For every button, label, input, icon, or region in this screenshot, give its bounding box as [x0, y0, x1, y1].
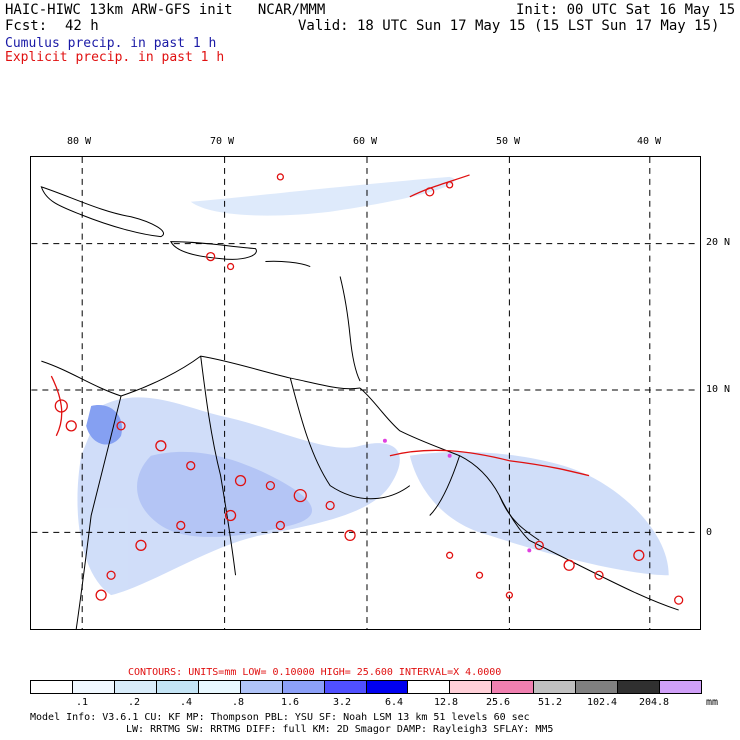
- valid-time: Valid: 18 UTC Sun 17 May 15 (15 LST Sun …: [298, 18, 720, 34]
- coastlines: [40, 186, 679, 629]
- colorbar-label: 51.2: [537, 697, 563, 708]
- lat-label-10n: 10 N: [706, 384, 731, 395]
- lon-label-40w: 40 W: [637, 136, 662, 147]
- lon-label-80w: 80 W: [67, 136, 92, 147]
- model-info-line2: LW: RRTMG SW: RRTMG DIFF: full KM: 2D Sm…: [126, 724, 554, 735]
- forecast-label: Fcst:: [5, 18, 48, 34]
- colorbar-segment: [324, 681, 367, 693]
- colorbar-segment: [240, 681, 283, 693]
- cumulus-precip-areas: [77, 176, 669, 596]
- init-time: Init: 00 UTC Sat 16 May 15: [516, 2, 736, 18]
- colorbar-unit: mm: [705, 697, 719, 708]
- colorbar-segment: [31, 681, 73, 693]
- cumulus-legend: Cumulus precip. in past 1 h: [5, 36, 217, 51]
- colorbar: [30, 680, 702, 694]
- colorbar-segment: [660, 681, 701, 693]
- colorbar-segment: [72, 681, 115, 693]
- colorbar-segment: [366, 681, 409, 693]
- colorbar-label: 204.8: [638, 697, 670, 708]
- colorbar-label: 25.6: [485, 697, 511, 708]
- latlon-grid: [31, 157, 700, 629]
- lat-label-0: 0: [706, 527, 713, 538]
- colorbar-segment: [282, 681, 325, 693]
- colorbar-segment: [114, 681, 157, 693]
- colorbar-segment: [492, 681, 535, 693]
- colorbar-label: 102.4: [586, 697, 618, 708]
- colorbar-segment: [156, 681, 199, 693]
- colorbar-label: .2: [127, 697, 141, 708]
- colorbar-segment: [534, 681, 577, 693]
- contour-info: CONTOURS: UNITS=mm LOW= 0.10000 HIGH= 25…: [128, 667, 502, 678]
- explicit-legend: Explicit precip. in past 1 h: [5, 50, 225, 65]
- colorbar-label: .1: [75, 697, 89, 708]
- colorbar-segment: [198, 681, 241, 693]
- colorbar-segment: [450, 681, 493, 693]
- lon-label-70w: 70 W: [210, 136, 235, 147]
- precipitation-map: [30, 156, 701, 630]
- forecast-value: 42 h: [65, 18, 99, 34]
- colorbar-segment: [618, 681, 661, 693]
- magenta-highlights: [382, 438, 532, 553]
- title-left: HAIC-HIWC 13km ARW-GFS init NCAR/MMM: [5, 2, 326, 18]
- colorbar-label: 12.8: [433, 697, 459, 708]
- lon-label-50w: 50 W: [496, 136, 521, 147]
- explicit-precip-contours: [50, 173, 684, 605]
- lat-label-20n: 20 N: [706, 237, 731, 248]
- colorbar-label: 6.4: [384, 697, 404, 708]
- colorbar-label: .4: [179, 697, 193, 708]
- model-info-line1: Model Info: V3.6.1 CU: KF MP: Thompson P…: [30, 712, 530, 723]
- colorbar-segment: [408, 681, 451, 693]
- colorbar-label: .8: [231, 697, 245, 708]
- colorbar-label: 3.2: [332, 697, 352, 708]
- lon-label-60w: 60 W: [353, 136, 378, 147]
- colorbar-label: 1.6: [280, 697, 300, 708]
- colorbar-segment: [576, 681, 619, 693]
